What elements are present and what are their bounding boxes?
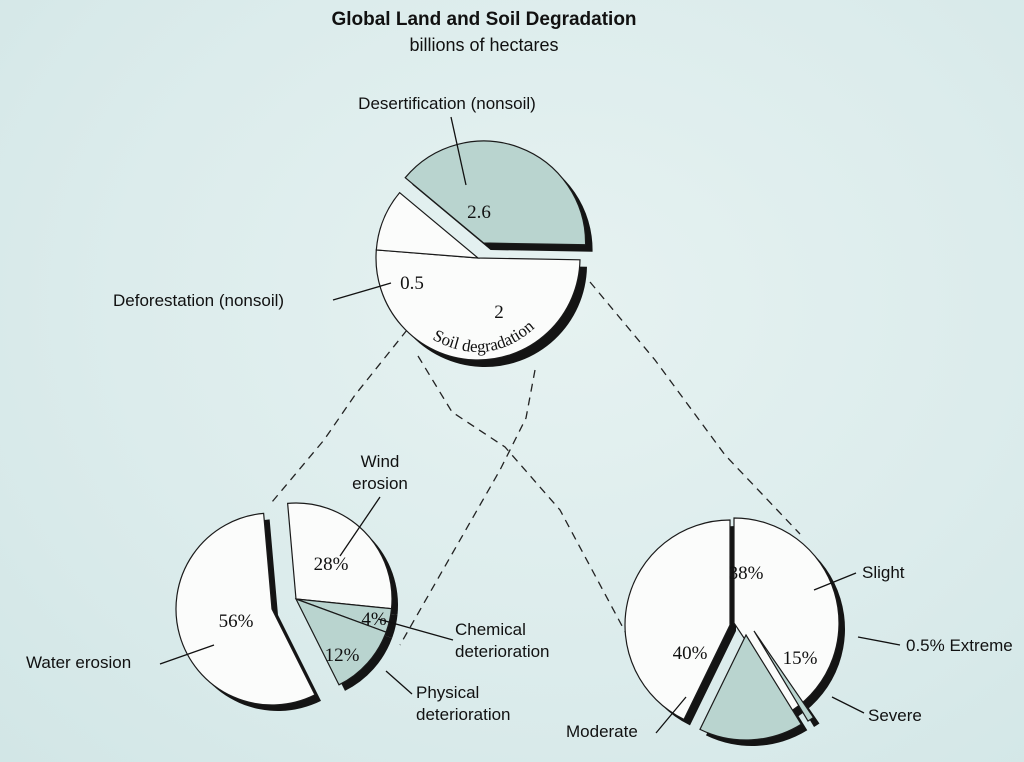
pie-top xyxy=(375,140,593,368)
connector-line-4 xyxy=(589,281,801,535)
svg-text:Physical: Physical xyxy=(416,683,479,702)
connector-lines xyxy=(271,281,801,653)
label-desertification: Desertification (nonsoil) xyxy=(358,94,536,186)
value-label-soil-degradation: 2 xyxy=(494,302,504,323)
slice-physical-deterioration xyxy=(294,597,387,686)
pie-charts xyxy=(175,140,846,747)
label-water-erosion: Water erosion xyxy=(26,644,215,672)
svg-text:0.5% Extreme: 0.5% Extreme xyxy=(906,636,1013,655)
svg-text:erosion: erosion xyxy=(352,474,408,493)
value-label-deforestation-nonsoil: 0.5 xyxy=(400,273,424,294)
svg-text:Water erosion: Water erosion xyxy=(26,653,131,672)
value-label-water-erosion: 56% xyxy=(219,611,254,632)
slice-0-5-extreme xyxy=(753,630,815,722)
svg-text:Wind: Wind xyxy=(361,452,400,471)
pie-left xyxy=(175,502,398,711)
connector-line-2 xyxy=(417,355,637,653)
label-physical-deterioration: Physical deterioration xyxy=(385,670,511,724)
svg-text:Moderate: Moderate xyxy=(566,722,638,741)
slice-water-erosion xyxy=(175,512,316,706)
svg-text:Chemical: Chemical xyxy=(455,620,526,639)
chart-subtitle: billions of hectares xyxy=(409,35,558,55)
value-label-severe: 15% xyxy=(783,648,818,669)
pie-right xyxy=(624,517,846,747)
label-wind-erosion: Wind erosion xyxy=(339,452,408,557)
label-moderate: Moderate xyxy=(566,696,687,741)
slice-deforestation-nonsoil xyxy=(375,191,480,259)
value-label-physical-deterioration: 12% xyxy=(325,645,360,666)
value-label-slight: 38% xyxy=(729,563,764,584)
value-label-wind-erosion: 28% xyxy=(314,554,349,575)
svg-text:deterioration: deterioration xyxy=(416,705,511,724)
label-severe: Severe xyxy=(831,696,922,725)
slice-desertification-nonsoil xyxy=(375,249,581,361)
label-extreme: 0.5% Extreme xyxy=(857,636,1013,655)
value-label-chemical-deterioration: 4% xyxy=(361,609,387,630)
label-deforestation: Deforestation (nonsoil) xyxy=(113,282,392,310)
chart-title: Global Land and Soil Degradation xyxy=(331,9,636,30)
slice-severe xyxy=(699,633,803,741)
slice-moderate xyxy=(624,519,731,721)
svg-text:deterioration: deterioration xyxy=(455,642,550,661)
value-label-moderate: 40% xyxy=(673,643,708,664)
svg-text:Severe: Severe xyxy=(868,706,922,725)
label-chemical-deterioration: Chemical deterioration xyxy=(377,618,550,661)
value-label-desertification-nonsoil: 2.6 xyxy=(467,202,491,223)
svg-text:Desertification (nonsoil): Desertification (nonsoil) xyxy=(358,94,536,113)
svg-text:Slight: Slight xyxy=(862,563,905,582)
slice-soil-degradation xyxy=(404,140,587,246)
svg-text:Deforestation (nonsoil): Deforestation (nonsoil) xyxy=(113,291,284,310)
label-slight: Slight xyxy=(813,563,905,591)
connector-line-3 xyxy=(399,369,536,646)
